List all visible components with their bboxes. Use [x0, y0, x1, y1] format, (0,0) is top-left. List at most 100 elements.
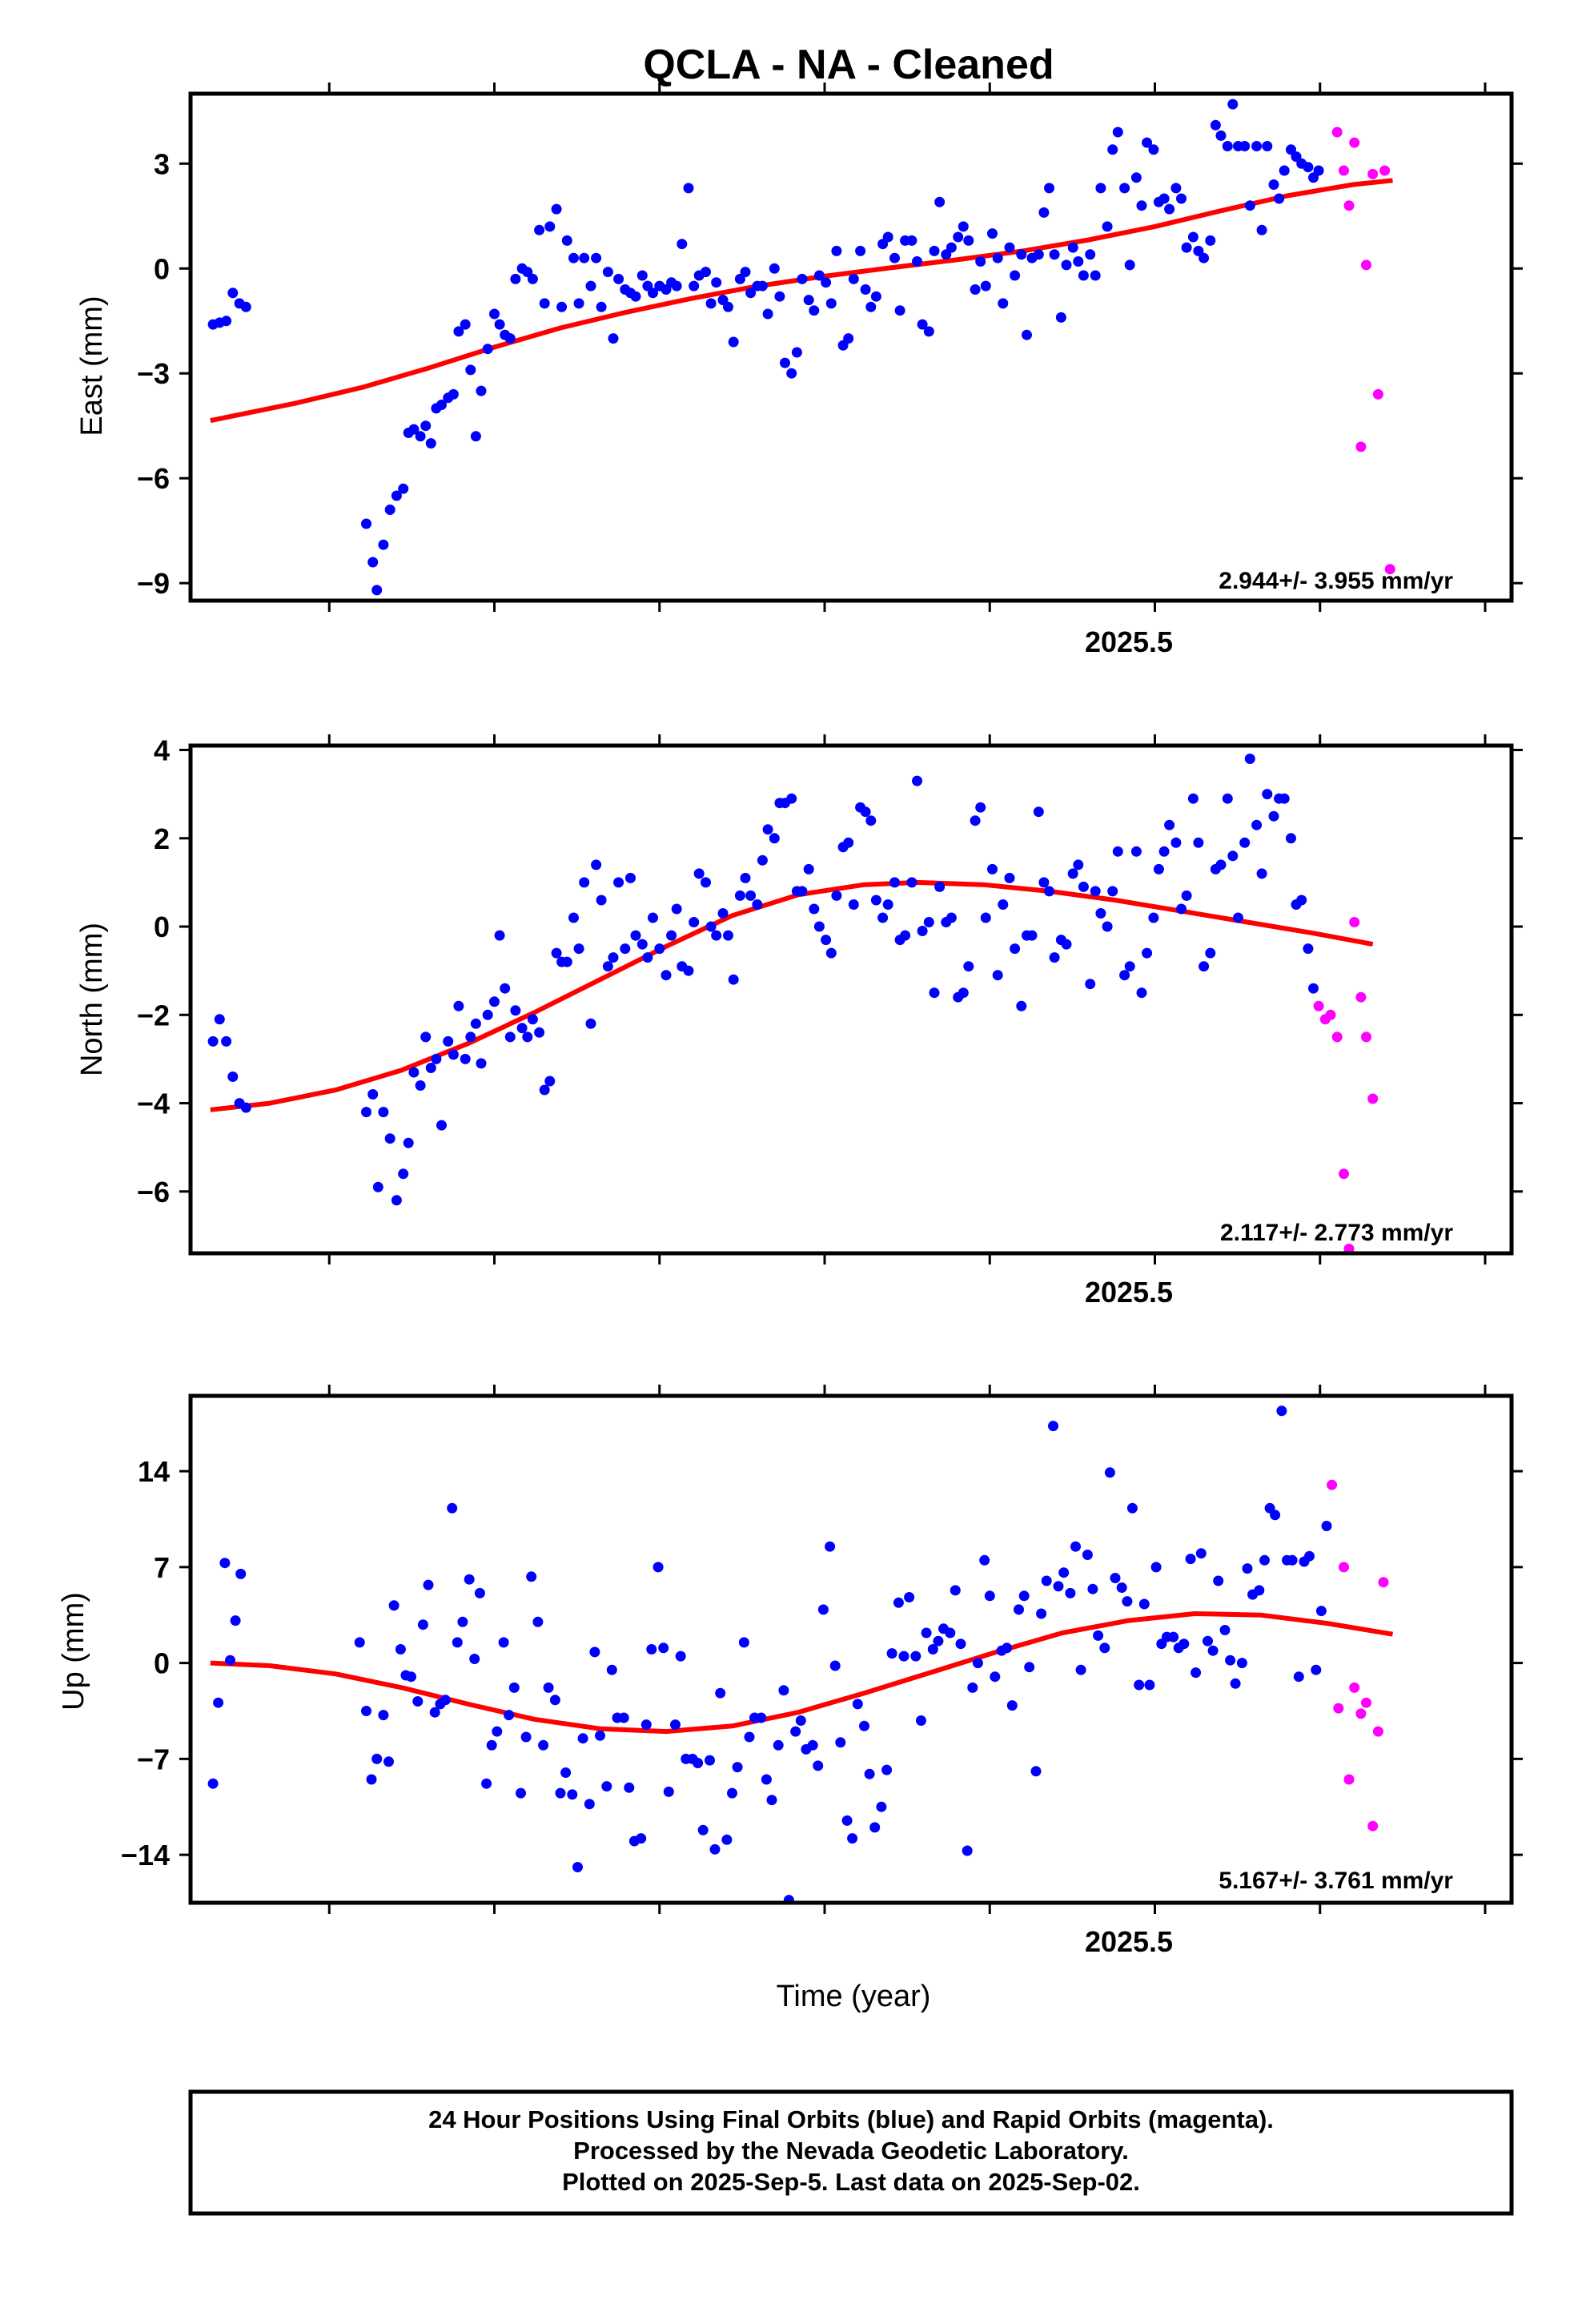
final-point — [1078, 881, 1089, 892]
final-point — [214, 1014, 225, 1025]
final-point — [620, 943, 631, 955]
final-point — [367, 557, 379, 568]
final-point — [1107, 144, 1118, 155]
final-point — [625, 872, 636, 883]
final-point — [829, 1660, 841, 1671]
final-point — [992, 970, 1003, 981]
final-point — [596, 301, 607, 312]
final-point — [1303, 943, 1314, 955]
final-point — [440, 1695, 451, 1706]
final-point — [221, 316, 232, 327]
final-point — [1191, 1667, 1202, 1679]
final-point — [504, 1710, 515, 1721]
fit-line-north — [210, 879, 1374, 1112]
final-point — [1075, 1664, 1086, 1675]
final-point — [817, 1604, 829, 1615]
final-point — [889, 877, 900, 888]
final-point — [1164, 819, 1175, 830]
final-point — [453, 1000, 464, 1011]
final-point — [482, 344, 493, 355]
final-point — [504, 1031, 516, 1043]
y-tick-label: −4 — [137, 1088, 170, 1120]
final-point — [585, 1018, 596, 1029]
final-point — [1158, 846, 1170, 857]
final-point — [1193, 245, 1204, 256]
final-point — [1225, 1655, 1236, 1666]
final-point — [486, 1739, 497, 1751]
x-tick-label-up: 2025.5 — [1085, 1925, 1173, 1958]
rapid-point — [1343, 200, 1355, 211]
final-point — [923, 917, 934, 927]
final-point — [912, 256, 922, 267]
final-point — [1036, 1608, 1047, 1619]
final-point — [492, 1726, 503, 1737]
final-point — [774, 291, 785, 302]
final-point — [1073, 859, 1084, 870]
final-point — [970, 815, 981, 826]
final-point — [417, 1619, 428, 1630]
final-point — [1311, 1664, 1322, 1675]
final-point — [1168, 1631, 1179, 1642]
final-point — [882, 231, 893, 243]
final-point — [403, 1137, 414, 1148]
final-point — [1082, 1550, 1093, 1560]
final-point — [963, 235, 974, 246]
final-point — [841, 1815, 853, 1826]
final-point — [958, 221, 969, 232]
final-point — [1038, 207, 1050, 218]
final-point — [591, 252, 602, 263]
final-point — [460, 319, 471, 330]
rapid-point — [1349, 917, 1360, 927]
final-point — [900, 930, 911, 941]
final-point — [1176, 193, 1186, 204]
final-point — [1018, 1590, 1030, 1602]
final-point — [916, 1715, 926, 1726]
final-point — [500, 983, 511, 994]
final-point — [671, 280, 682, 292]
final-point — [391, 490, 402, 501]
final-point — [470, 431, 481, 442]
final-point — [894, 305, 905, 316]
final-point — [408, 1067, 420, 1078]
final-point — [881, 1764, 893, 1775]
final-point — [538, 1739, 549, 1751]
final-point — [207, 1778, 219, 1789]
plot-area-up: 14 7 0 −7 −14 — [121, 1385, 1523, 1914]
final-point — [980, 280, 991, 292]
final-point — [693, 1758, 704, 1768]
final-point — [870, 895, 881, 906]
final-point — [675, 1651, 686, 1662]
rapid-point — [1367, 1820, 1379, 1831]
final-point — [494, 930, 505, 941]
final-point — [510, 1005, 521, 1016]
rapid-point — [1339, 1562, 1349, 1573]
final-point — [443, 1035, 454, 1047]
footer-line-3: Plotted on 2025-Sep-5. Last data on 2025… — [562, 2168, 1140, 2196]
final-point — [864, 1768, 875, 1779]
final-point — [425, 438, 436, 449]
final-point — [1313, 165, 1324, 176]
rapid-point — [1325, 1009, 1336, 1020]
final-point — [436, 1120, 447, 1131]
final-point — [1090, 270, 1101, 281]
y-axis-label-east: East (mm) — [75, 296, 109, 436]
final-point — [855, 245, 866, 256]
final-point — [225, 1655, 235, 1666]
final-point — [848, 273, 859, 284]
final-point — [1053, 1581, 1064, 1592]
final-point — [882, 899, 893, 910]
final-point — [640, 1719, 652, 1731]
final-point — [568, 252, 579, 263]
final-point — [551, 947, 562, 959]
final-point — [1107, 886, 1118, 897]
final-point — [240, 1102, 251, 1113]
final-point — [561, 956, 572, 967]
y-tick-label: 7 — [154, 1551, 170, 1584]
y-tick-label: 0 — [154, 911, 170, 943]
final-point — [721, 1834, 733, 1845]
final-point — [933, 1635, 944, 1647]
final-point — [556, 301, 568, 312]
final-point — [219, 1558, 231, 1569]
final-point — [1239, 837, 1251, 848]
final-point — [1293, 1671, 1304, 1683]
